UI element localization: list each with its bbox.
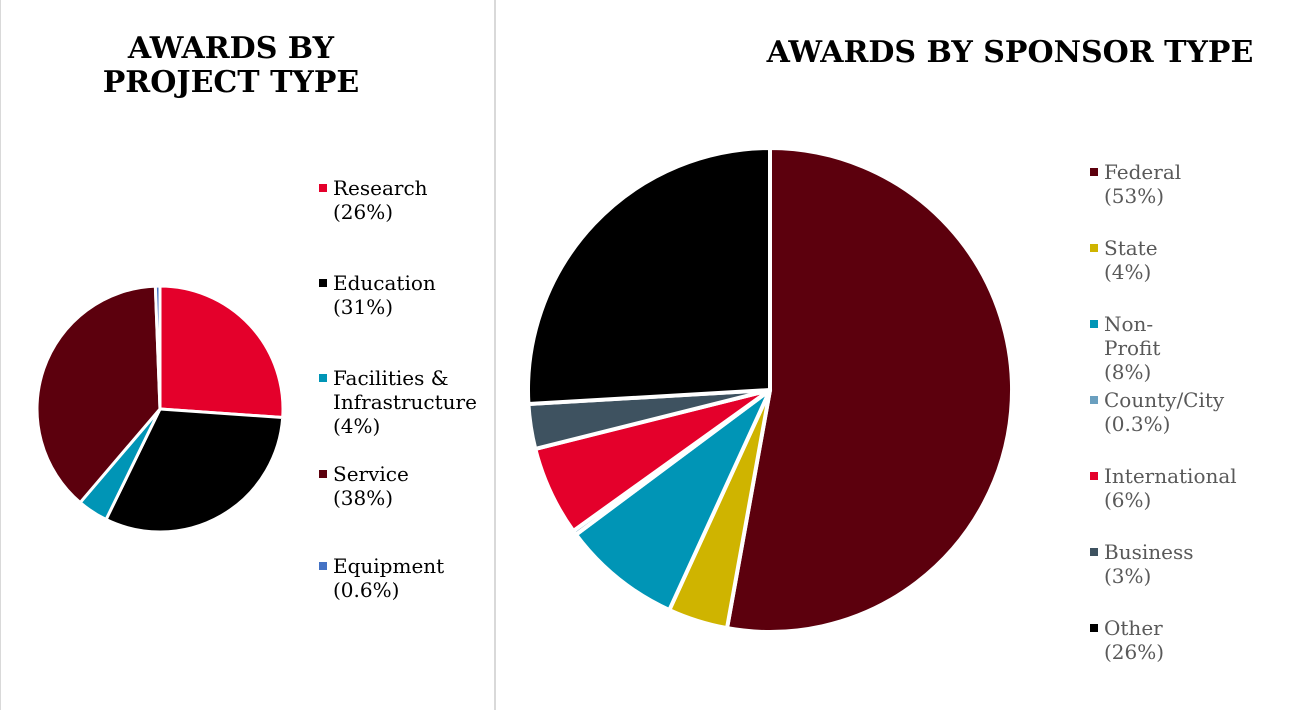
project-legend-item-education: Education (31%) [319, 271, 436, 319]
legend-label: Service (38%) [333, 462, 409, 510]
legend-swatch [1090, 472, 1098, 480]
legend-label: Federal (53%) [1104, 160, 1182, 208]
project-type-pie-chart [35, 284, 285, 534]
sponsor-legend-item-non-profit: Non-Profit (8%) [1090, 312, 1160, 384]
legend-label: Non-Profit (8%) [1104, 312, 1161, 384]
legend-label: International (6%) [1104, 464, 1237, 512]
project-slice-research [158, 284, 285, 420]
legend-swatch [319, 184, 327, 192]
legend-label: County/City (0.3%) [1104, 388, 1225, 436]
sponsor-slice-non-profit [573, 388, 772, 613]
legend-swatch [1090, 244, 1098, 252]
project-slice-service [35, 284, 162, 505]
legend-label: Facilities & Infrastructure (4%) [333, 366, 477, 438]
sponsor-type-chart-title: AWARDS BY SPONSOR TYPE [766, 35, 1254, 70]
sponsor-slice-federal [725, 146, 1014, 634]
sponsor-legend-item-state: State (4%) [1090, 236, 1158, 284]
project-type-chart-panel: AWARDS BY PROJECT TYPE Research (26%) Edu… [0, 0, 496, 710]
sponsor-legend-item-business: Business (3%) [1090, 540, 1193, 588]
sponsor-legend-item-international: International (6%) [1090, 464, 1237, 512]
legend-label: State (4%) [1104, 236, 1158, 284]
project-legend-item-service: Service (38%) [319, 462, 409, 510]
project-legend-item-research: Research (26%) [319, 176, 428, 224]
project-legend-item-equipment: Equipment (0.6%) [319, 554, 444, 602]
legend-label: Business (3%) [1104, 540, 1194, 588]
sponsor-legend-item-other: Other (26%) [1090, 616, 1164, 664]
legend-label: Education (31%) [333, 271, 436, 319]
legend-swatch [1090, 168, 1098, 176]
legend-swatch [319, 470, 327, 478]
sponsor-type-pie-chart [526, 146, 1014, 634]
project-legend-item-facilities-infrastructure: Facilities & Infrastructure (4%) [319, 366, 477, 438]
project-slice-education [104, 407, 285, 534]
sponsor-legend-item-county-city: County/City (0.3%) [1090, 388, 1224, 436]
legend-swatch [1090, 548, 1098, 556]
legend-swatch [1090, 320, 1098, 328]
legend-swatch [319, 374, 327, 382]
legend-swatch [1090, 624, 1098, 632]
legend-swatch [1090, 396, 1098, 404]
sponsor-legend-item-federal: Federal (53%) [1090, 160, 1181, 208]
sponsor-type-chart-panel: AWARDS BY SPONSOR TYPE Federal (53%) Stat… [498, 0, 1306, 710]
legend-swatch [319, 562, 327, 570]
project-slice-equipment [153, 284, 162, 411]
legend-label: Equipment (0.6%) [333, 554, 445, 602]
legend-swatch [319, 279, 327, 287]
legend-label: Other (26%) [1104, 616, 1165, 664]
project-type-chart-title: AWARDS BY PROJECT TYPE [102, 31, 360, 100]
legend-label: Research (26%) [333, 176, 428, 224]
sponsor-slice-other [526, 146, 772, 407]
